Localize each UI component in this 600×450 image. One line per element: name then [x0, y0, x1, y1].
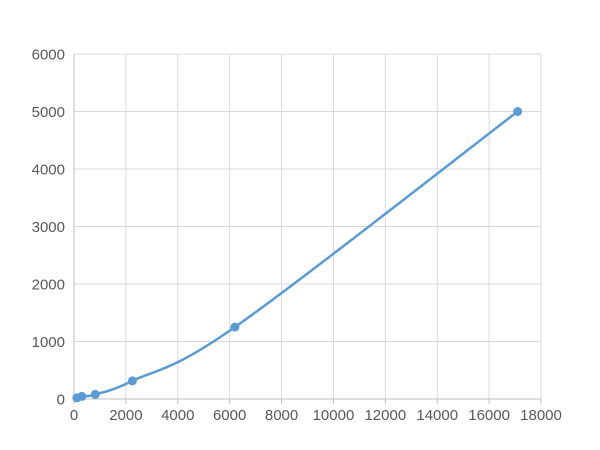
y-tick-label: 0: [57, 391, 65, 408]
x-tick-label: 12000: [364, 407, 406, 424]
y-tick-label: 4000: [32, 161, 65, 178]
y-tick-label: 2000: [32, 276, 65, 293]
x-tick-label: 18000: [520, 407, 562, 424]
y-tick-label: 5000: [32, 104, 65, 121]
x-tick-label: 8000: [265, 407, 298, 424]
x-tick-label: 0: [70, 407, 78, 424]
series-standard-curve: [75, 110, 519, 400]
series-points: [72, 107, 523, 403]
curve-line: [75, 110, 519, 400]
gridlines: [74, 53, 542, 399]
x-tick-label: 14000: [416, 407, 458, 424]
x-axis-ticks: [73, 399, 542, 404]
data-point-marker: [127, 376, 137, 386]
y-tick-labels: 0 1000 2000 3000 4000 5000 6000: [32, 46, 65, 408]
x-tick-label: 16000: [468, 407, 510, 424]
x-tick-label: 4000: [161, 407, 194, 424]
data-point-marker: [77, 391, 87, 401]
y-tick-label: 3000: [32, 219, 65, 236]
x-tick-label: 6000: [213, 407, 246, 424]
x-tick-label: 10000: [313, 407, 355, 424]
y-tick-label: 6000: [32, 46, 65, 63]
y-tick-label: 1000: [32, 334, 65, 351]
data-point-marker: [513, 107, 523, 116]
axes: [73, 54, 541, 400]
data-point-marker: [230, 322, 240, 332]
data-point-marker: [90, 389, 100, 399]
x-tick-label: 2000: [109, 407, 142, 424]
x-tick-labels: 0 2000 4000 6000 8000 10000 12000 14000 16000 180…: [70, 407, 562, 424]
